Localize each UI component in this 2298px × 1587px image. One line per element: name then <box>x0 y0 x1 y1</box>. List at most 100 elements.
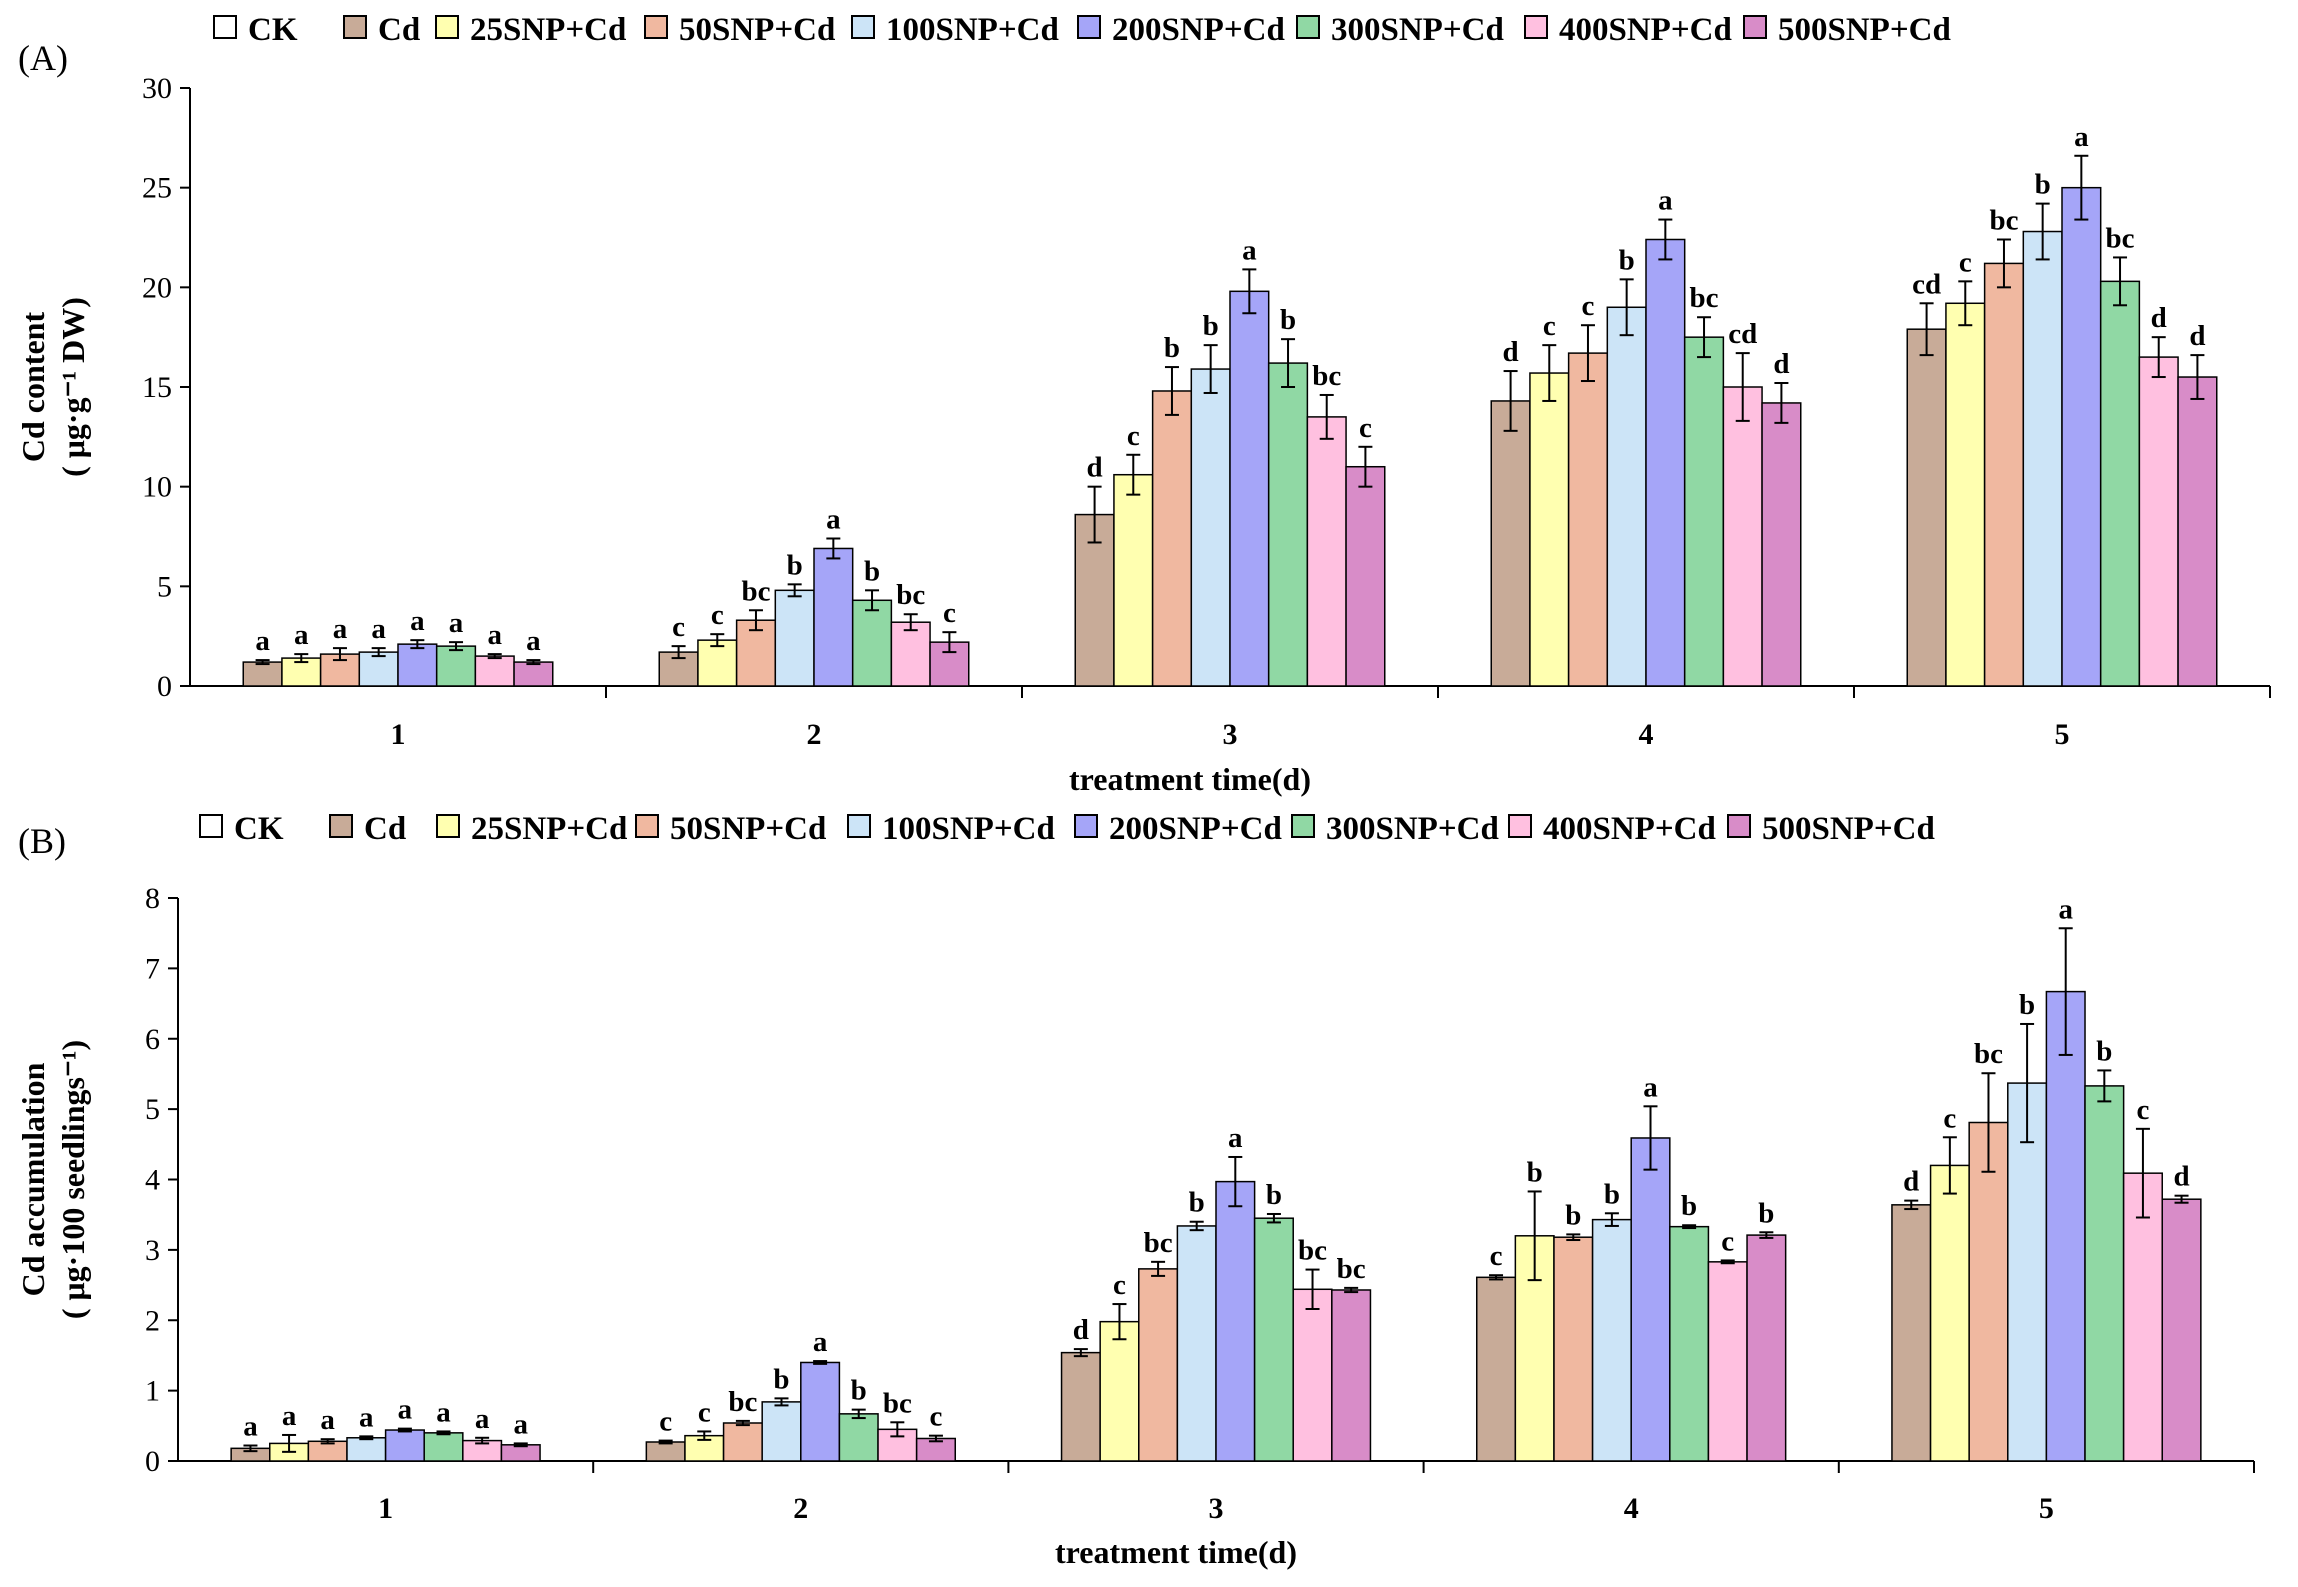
significance-label: c <box>659 1406 672 1438</box>
legend-label: 300SNP+Cd <box>1326 811 1499 847</box>
significance-label: a <box>513 1408 528 1440</box>
significance-label: bc <box>2106 222 2135 254</box>
bar <box>397 643 438 687</box>
panel-b: (B) CK Cd 25SNP+Cd 50SNP+Cd 100SNP+Cd 200SNP+C… <box>15 811 2255 1570</box>
y-axis-title-unit: ( μg·100 seedlings⁻¹) <box>55 1040 91 1319</box>
significance-label: d <box>2189 320 2205 352</box>
significance-label: c <box>930 1401 943 1433</box>
significance-label: c <box>711 599 724 631</box>
significance-label: c <box>1582 290 1595 322</box>
legend-label: 200SNP+Cd <box>1112 12 1285 48</box>
bar <box>1176 1225 1217 1462</box>
bar <box>1746 1234 1787 1462</box>
y-axis-title-unit: ( μg·g⁻¹ DW) <box>55 297 91 477</box>
significance-label: bc <box>1989 204 2018 236</box>
y-tick-label: 20 <box>142 271 172 304</box>
significance-label: b <box>1280 304 1296 336</box>
significance-label: a <box>371 613 386 645</box>
bar <box>2161 1198 2202 1462</box>
bar <box>1190 368 1231 687</box>
bar <box>1113 473 1154 687</box>
significance-label: bc <box>1337 1253 1366 1285</box>
panel-label: (A) <box>18 38 68 78</box>
bar <box>346 1437 387 1462</box>
legend-swatch <box>199 814 223 838</box>
bar <box>1945 302 1986 687</box>
significance-label: c <box>1959 246 1972 278</box>
significance-label: bc <box>728 1386 757 1418</box>
significance-label: c <box>2136 1094 2149 1126</box>
bar <box>1306 416 1347 687</box>
bar <box>1267 362 1309 687</box>
bar <box>890 621 931 687</box>
significance-label: bc <box>741 575 770 607</box>
legend-swatch <box>644 15 668 39</box>
bar <box>1253 1217 1294 1462</box>
bar <box>1215 1180 1256 1462</box>
significance-label: d <box>1773 348 1789 380</box>
y-tick-label: 2 <box>145 1304 160 1337</box>
significance-label: a <box>359 1401 374 1433</box>
bar <box>435 645 477 687</box>
significance-label: d <box>2151 302 2167 334</box>
significance-label: a <box>487 619 502 651</box>
bar <box>2084 1085 2125 1462</box>
significance-label: c <box>1113 1269 1126 1301</box>
bar <box>697 639 738 687</box>
y-tick-label: 0 <box>145 1445 160 1478</box>
significance-label: a <box>1643 1071 1658 1103</box>
y-tick-label: 10 <box>142 471 172 504</box>
legend-label: 25SNP+Cd <box>470 12 626 48</box>
bar <box>513 661 554 687</box>
significance-label: a <box>282 1400 297 1432</box>
bar <box>500 1444 541 1462</box>
significance-label: b <box>2096 1035 2112 1067</box>
bar <box>774 589 815 687</box>
legend-label: 300SNP+Cd <box>1331 12 1504 48</box>
panel-label: (B) <box>18 821 66 861</box>
significance-label: a <box>410 605 425 637</box>
significance-label: a <box>1242 234 1257 266</box>
significance-label: d <box>2173 1161 2189 1193</box>
bar <box>2061 186 2102 687</box>
bar <box>2177 376 2218 687</box>
significance-label: c <box>1543 310 1556 342</box>
bar <box>1983 262 2025 687</box>
bar <box>851 599 893 687</box>
legend-label: 500SNP+Cd <box>1762 811 1935 847</box>
bar <box>1151 390 1193 687</box>
significance-label: c <box>698 1396 711 1428</box>
significance-label: b <box>1527 1156 1543 1188</box>
significance-label: b <box>2019 989 2035 1021</box>
y-tick-label: 15 <box>142 371 172 404</box>
bar <box>1099 1320 1140 1462</box>
bar <box>1606 306 1647 687</box>
significance-label: a <box>826 503 841 535</box>
bar <box>1891 1204 1932 1462</box>
bar <box>1553 1236 1594 1462</box>
y-tick-label: 8 <box>145 882 160 915</box>
significance-label: a <box>398 1394 413 1426</box>
bar <box>1683 336 1725 687</box>
significance-label: bc <box>1144 1227 1173 1259</box>
legend: CK Cd 25SNP+Cd 50SNP+Cd 100SNP+Cd 200SNP+Cd 30… <box>199 811 1935 847</box>
significance-label: bc <box>1312 360 1341 392</box>
legend-label: 500SNP+Cd <box>1778 12 1951 48</box>
y-tick-label: 3 <box>145 1234 160 1267</box>
legend-label: 100SNP+Cd <box>886 12 1059 48</box>
y-tick-label: 5 <box>145 1093 160 1126</box>
legend-swatch <box>1743 15 1767 39</box>
x-tick-label: 3 <box>1223 718 1238 751</box>
x-tick-label: 3 <box>1209 1492 1224 1525</box>
significance-label: b <box>1164 332 1180 364</box>
legend-swatch <box>1508 814 1532 838</box>
panel-a: (A) CK Cd 25SNP+Cd 50SNP+Cd 100SNP+Cd 200SNP+C… <box>15 12 2271 797</box>
legend-label: Cd <box>364 811 406 847</box>
significance-label: d <box>1087 452 1103 484</box>
x-axis-title: treatment time(d) <box>1069 761 1311 797</box>
significance-label: b <box>864 555 880 587</box>
bar <box>1345 465 1386 687</box>
significance-label: bc <box>1974 1038 2003 1070</box>
significance-label: bc <box>883 1387 912 1419</box>
x-tick-label: 2 <box>793 1492 808 1525</box>
